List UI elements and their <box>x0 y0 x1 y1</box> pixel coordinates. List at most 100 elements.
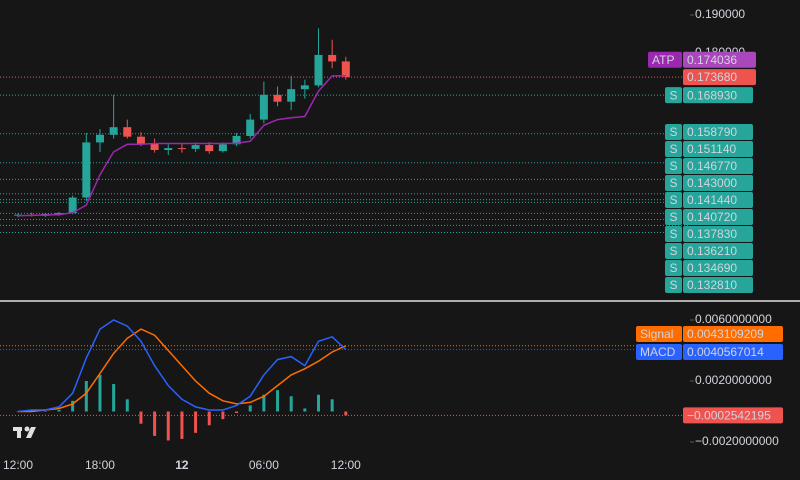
histogram-bar <box>207 411 211 426</box>
level-name: S <box>669 278 677 292</box>
level-value-box <box>683 260 753 276</box>
candle-body <box>314 54 323 86</box>
candle-body <box>150 143 159 150</box>
candle-body <box>287 89 296 102</box>
candle-body <box>300 85 309 90</box>
level-value-box <box>683 209 753 225</box>
level-value-label: 0.136210 <box>687 244 737 258</box>
level-name: S <box>669 244 677 258</box>
histogram-bar <box>248 405 252 412</box>
histogram-bar <box>125 399 129 412</box>
level-name-box <box>665 260 682 276</box>
level-value-label: 0.143000 <box>687 176 737 190</box>
candle-body <box>259 94 268 120</box>
level-name: S <box>669 142 677 156</box>
level-value-box <box>683 175 753 191</box>
level-value-label: 0.168930 <box>687 88 737 102</box>
candle-body <box>246 119 255 136</box>
histogram-value-label: −0.0002542195 <box>687 409 771 423</box>
histogram-bar <box>262 394 266 412</box>
series-last-value: 0.0043109209 <box>687 327 764 341</box>
histogram-bar <box>153 411 157 436</box>
histogram-bar <box>194 411 198 433</box>
candle-body <box>123 127 132 137</box>
plot-area <box>0 28 690 233</box>
legend-name: Signal <box>640 327 673 341</box>
y-tick-label: 0.190000 <box>695 7 745 21</box>
level-name-box <box>665 243 682 259</box>
candle-body <box>164 148 173 150</box>
level-value-box <box>683 243 753 259</box>
histogram-bar <box>57 409 61 412</box>
y-tick-label: −0.0020000000 <box>695 434 779 448</box>
histogram-bar <box>84 381 88 412</box>
candle-body <box>95 134 104 143</box>
histogram-bar <box>180 411 184 439</box>
histogram-bar <box>330 399 334 412</box>
level-name-box <box>665 141 682 157</box>
candle-body <box>68 197 77 214</box>
series-line <box>17 319 347 413</box>
level-name: S <box>669 159 677 173</box>
series-last-value-box <box>683 326 783 342</box>
level-name: S <box>669 176 677 190</box>
logo <box>13 426 36 438</box>
plot-area <box>0 319 690 441</box>
level-name-box <box>665 158 682 174</box>
series-value-label: 0.174036 <box>687 53 737 67</box>
level-value-label: 0.146770 <box>687 159 737 173</box>
y-tick-label: 0.0020000000 <box>695 373 772 387</box>
y-tick-label: 0.0060000000 <box>695 312 772 326</box>
level-value-box <box>683 192 753 208</box>
legend-name-box <box>636 326 682 342</box>
histogram-bar <box>235 411 239 414</box>
level-value-label: 0.140720 <box>687 210 737 224</box>
x-tick-label: 12 <box>175 458 189 472</box>
level-labels: S 0.168930 S 0.158790 S 0.151140 S 0.146770 S 0.1… <box>665 87 753 293</box>
series-line <box>18 328 347 413</box>
series-value-label-box <box>683 51 756 68</box>
level-name-box <box>665 124 682 140</box>
histogram-bar <box>317 394 321 412</box>
candle-body <box>109 127 118 135</box>
histogram-bar <box>98 374 102 412</box>
level-value-label: 0.151140 <box>687 142 736 156</box>
candle-body <box>191 145 200 149</box>
histogram-bar <box>276 390 280 412</box>
histogram-bar <box>303 408 307 412</box>
legend-name-box <box>636 344 682 360</box>
level-value-box <box>683 124 753 140</box>
level-name-box <box>665 175 682 191</box>
level-value-label: 0.158790 <box>687 125 737 139</box>
candle-body <box>205 145 214 152</box>
candle-body <box>218 144 227 152</box>
histogram-bar <box>289 396 293 412</box>
level-name-box <box>665 209 682 225</box>
level-value-box <box>683 87 753 104</box>
histogram-bar <box>112 384 116 412</box>
candle-body <box>82 142 91 198</box>
candle-body <box>232 135 241 145</box>
last-price-label-box <box>683 69 756 86</box>
level-value-box <box>683 226 753 242</box>
level-name-box <box>665 226 682 242</box>
x-tick-label: 12:00 <box>3 458 33 472</box>
series-last-value-box <box>683 344 783 360</box>
level-name: S <box>669 88 677 102</box>
histogram-value-label-box <box>683 407 783 424</box>
level-name: S <box>669 125 677 139</box>
series-name: ATP <box>652 53 674 67</box>
atp-line <box>17 74 346 217</box>
level-name: S <box>669 193 677 207</box>
candle-body <box>328 54 337 62</box>
candle-body <box>273 94 282 102</box>
last-price-label: 0.173680 <box>687 70 737 84</box>
level-value-label: 0.134690 <box>687 261 737 275</box>
histogram-bar <box>344 411 348 416</box>
x-tick-label: 12:00 <box>331 458 361 472</box>
level-name-box <box>665 277 682 293</box>
histogram-bar <box>139 411 143 424</box>
level-name: S <box>669 210 677 224</box>
series-last-value: 0.0040567014 <box>687 345 764 359</box>
level-value-box <box>683 158 753 174</box>
